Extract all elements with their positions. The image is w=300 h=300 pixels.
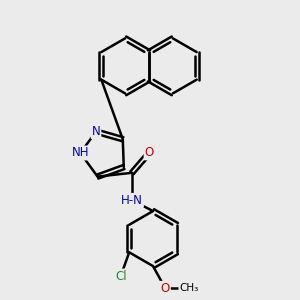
Text: Cl: Cl bbox=[115, 269, 127, 283]
Text: N: N bbox=[92, 125, 100, 138]
Text: O: O bbox=[160, 282, 170, 295]
Text: CH₃: CH₃ bbox=[179, 283, 199, 293]
Text: H-N: H-N bbox=[121, 194, 143, 207]
Text: NH: NH bbox=[72, 146, 89, 160]
Text: O: O bbox=[145, 146, 154, 159]
